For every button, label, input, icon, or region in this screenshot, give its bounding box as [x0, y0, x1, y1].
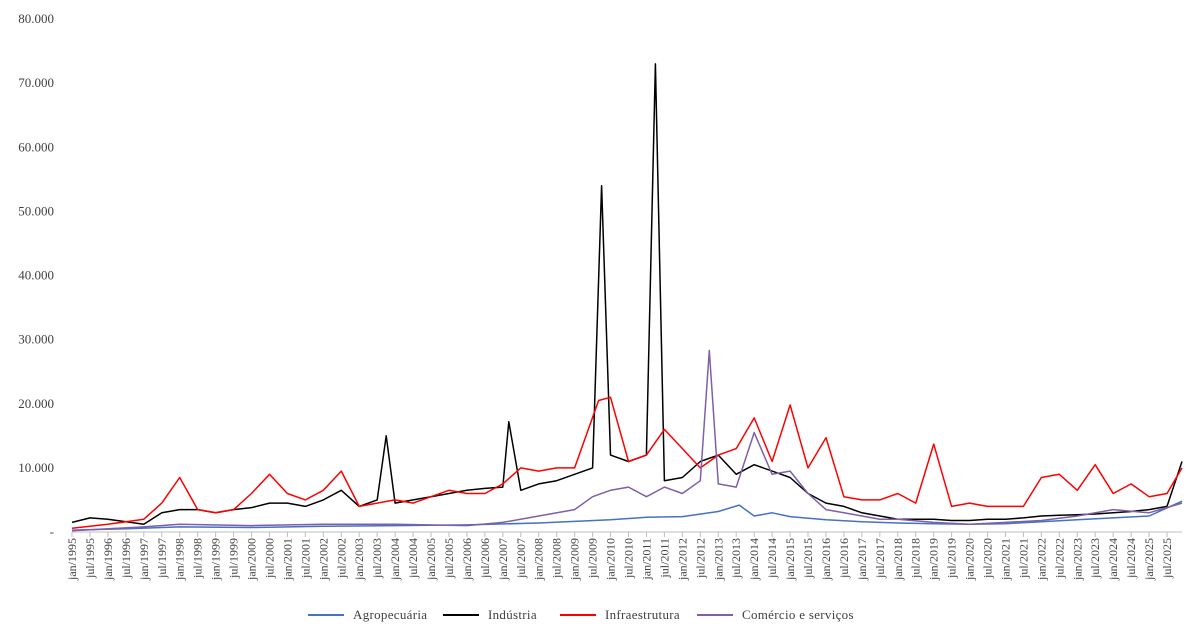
x-tick-label: jul/2004 — [406, 538, 420, 579]
x-tick-label: jan/2020 — [963, 538, 977, 581]
x-tick-label: jan/2004 — [388, 538, 402, 581]
x-tick-label: jul/2011 — [657, 538, 671, 579]
x-tick-label: jan/2022 — [1034, 538, 1048, 581]
x-tick-label: jul/2009 — [586, 538, 600, 579]
x-tick-label: jul/2013 — [729, 538, 743, 579]
x-tick-label: jan/2008 — [532, 538, 546, 581]
y-axis: - 10.000 20.000 30.000 40.000 50.000 60.000 70.… — [18, 11, 54, 539]
x-tick-label: jul/2008 — [550, 538, 564, 579]
x-axis: jan/1995 jul/1995 jan/1996 jul/1996 jan/1997… — [65, 531, 1182, 581]
series-layer — [71, 63, 1183, 532]
x-tick-label: jan/2009 — [568, 538, 582, 581]
x-tick-label: jul/2019 — [945, 538, 959, 579]
y-tick-label: 40.000 — [18, 268, 54, 283]
x-tick-label: jan/1997 — [137, 538, 151, 581]
x-tick-label: jan/2003 — [352, 538, 366, 581]
y-tick-label: 70.000 — [18, 75, 54, 90]
x-tick-label: jul/2010 — [621, 538, 635, 579]
x-tick-label: jan/2023 — [1070, 538, 1084, 581]
x-tick-label: jul/2007 — [514, 538, 528, 579]
x-tick-label: jul/2022 — [1052, 538, 1066, 579]
x-tick-label: jan/2000 — [245, 538, 259, 581]
x-tick-label: jul/2001 — [298, 538, 312, 579]
x-tick-label: jan/1996 — [101, 538, 115, 581]
x-tick-label: jan/2013 — [711, 538, 725, 581]
x-tick-label: jan/1999 — [209, 538, 223, 581]
x-tick-label: jul/1999 — [227, 538, 241, 579]
x-tick-label: jul/2015 — [801, 538, 815, 579]
x-tick-label: jul/2020 — [981, 538, 995, 579]
x-tick-label: jan/2012 — [675, 538, 689, 581]
legend-label: Infraestrutura — [605, 607, 680, 622]
x-tick-label: jan/2017 — [855, 538, 869, 581]
series-line-infraestrutura — [71, 396, 1183, 529]
y-tick-label: 50.000 — [18, 203, 54, 218]
x-tick-label: jan/2007 — [496, 538, 510, 581]
x-tick-label: jan/2011 — [639, 538, 653, 581]
x-tick-label: jul/2018 — [909, 538, 923, 579]
x-tick-label: jul/1996 — [119, 538, 133, 579]
x-tick-label: jan/2006 — [460, 538, 474, 581]
x-tick-label: jan/2019 — [927, 538, 941, 581]
x-tick-label: jan/2015 — [783, 538, 797, 581]
x-tick-label: jul/1998 — [191, 538, 205, 579]
legend-label: Comércio e serviços — [742, 607, 854, 622]
x-tick-label: jul/2024 — [1124, 538, 1138, 579]
x-tick-label: jul/2002 — [334, 538, 348, 579]
x-tick-label: jul/1995 — [83, 538, 97, 579]
x-tick-label: jul/2012 — [693, 538, 707, 579]
series-line-industria — [71, 63, 1183, 526]
x-tick-label: jan/2021 — [998, 538, 1012, 581]
series-line-comercio-e-servicos — [71, 349, 1183, 532]
x-tick-label: jul/2017 — [873, 538, 887, 579]
x-tick-label: jul/1997 — [155, 538, 169, 579]
x-tick-label: jul/2003 — [370, 538, 384, 579]
x-tick-label: jan/2014 — [747, 538, 761, 581]
x-tick-label: jan/1995 — [65, 538, 79, 581]
legend-label: Agropecuária — [353, 607, 427, 622]
x-tick-label: jan/1998 — [173, 538, 187, 581]
y-tick-label: - — [50, 524, 54, 539]
x-tick-label: jul/2016 — [837, 538, 851, 579]
series-line-agropecuaria — [71, 500, 1183, 531]
x-tick-label: jan/2002 — [316, 538, 330, 581]
legend-label: Indústria — [488, 607, 537, 622]
x-tick-label: jan/2024 — [1106, 538, 1120, 581]
x-tick-label: jan/2018 — [891, 538, 905, 581]
legend: Agropecuária Indústria Infraestrutura Comér… — [308, 607, 854, 622]
x-tick-label: jul/2006 — [478, 538, 492, 579]
x-tick-label: jan/2010 — [604, 538, 618, 581]
x-tick-label: jul/2023 — [1088, 538, 1102, 579]
y-tick-label: 60.000 — [18, 139, 54, 154]
x-tick-label: jul/2005 — [442, 538, 456, 579]
x-tick-label: jan/2016 — [819, 538, 833, 581]
x-tick-label: jul/2014 — [765, 538, 779, 579]
y-tick-label: 80.000 — [18, 11, 54, 26]
x-tick-label: jul/2025 — [1160, 538, 1174, 579]
y-tick-label: 20.000 — [18, 396, 54, 411]
x-tick-label: jul/2021 — [1016, 538, 1030, 579]
x-tick-label: jul/2000 — [262, 538, 276, 579]
x-tick-label: jan/2001 — [280, 538, 294, 581]
x-tick-label: jan/2005 — [424, 538, 438, 581]
y-tick-label: 30.000 — [18, 332, 54, 347]
y-tick-label: 10.000 — [18, 460, 54, 475]
x-tick-label: jan/2025 — [1142, 538, 1156, 581]
